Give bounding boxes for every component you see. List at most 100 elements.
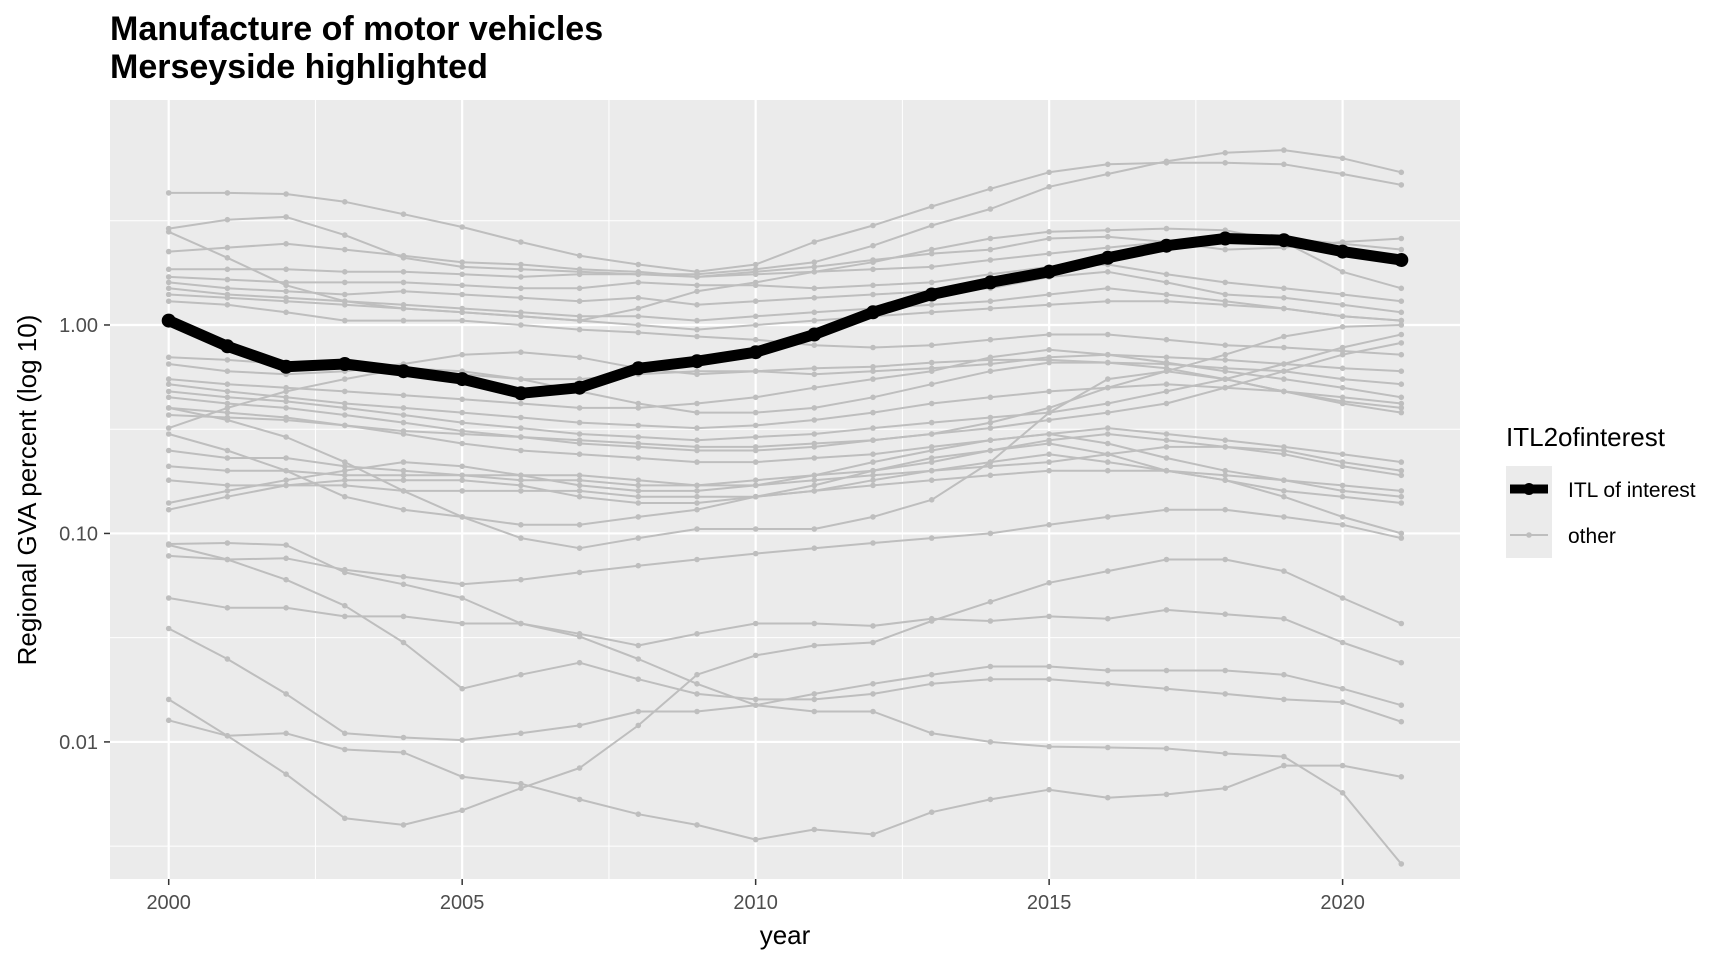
- other-series-line: [168, 508, 1402, 586]
- other-series-point: [928, 359, 935, 366]
- other-series-point: [1222, 279, 1228, 286]
- other-series-point: [165, 500, 172, 506]
- other-series-point: [1222, 437, 1228, 444]
- other-series-point: [987, 419, 994, 426]
- other-series-point: [224, 190, 231, 196]
- other-series-point: [518, 285, 524, 292]
- other-series-point: [1281, 344, 1287, 351]
- other-series-point: [752, 271, 759, 278]
- other-series-point: [576, 488, 583, 494]
- other-series-point: [1105, 440, 1111, 447]
- other-series-point: [576, 313, 583, 320]
- other-series-point: [1339, 394, 1346, 401]
- other-series-point: [928, 400, 935, 407]
- other-series-point: [1163, 444, 1170, 450]
- other-series-point: [283, 241, 289, 247]
- other-series-point: [1105, 568, 1111, 574]
- other-series-point: [1281, 285, 1287, 292]
- y-tick-label: 0.01: [59, 732, 98, 754]
- other-series-point: [165, 298, 172, 305]
- other-series-point: [987, 336, 994, 343]
- other-series-point: [459, 317, 466, 324]
- other-series-point: [870, 459, 876, 465]
- highlight-series-point: [631, 361, 646, 376]
- other-series-point: [518, 295, 524, 301]
- other-series-point: [224, 266, 231, 273]
- other-series-point: [1398, 861, 1405, 867]
- other-series-point: [1105, 451, 1111, 458]
- other-series-point: [459, 264, 466, 270]
- other-series-point: [987, 463, 994, 470]
- other-series-point: [576, 317, 583, 324]
- other-series-point: [1105, 298, 1111, 305]
- other-series-point: [928, 477, 935, 484]
- other-series-point: [811, 295, 818, 301]
- other-series-point: [635, 400, 642, 407]
- other-series-point: [283, 730, 289, 737]
- other-series-point: [1398, 394, 1405, 401]
- other-series-point: [928, 455, 935, 461]
- other-series-point: [752, 298, 759, 305]
- other-series-point: [1222, 150, 1228, 156]
- other-series-point: [224, 400, 231, 407]
- other-series-point: [635, 676, 642, 682]
- other-series-point: [635, 279, 642, 286]
- other-series-point: [1163, 381, 1170, 388]
- other-series-point: [518, 620, 524, 627]
- other-series-line: [168, 324, 1402, 448]
- other-series-point: [1339, 365, 1346, 372]
- other-series-point: [1398, 331, 1405, 338]
- legend-title: ITL2ofinterest: [1506, 422, 1666, 452]
- other-series-point: [1398, 702, 1405, 708]
- other-series-point: [1222, 472, 1228, 479]
- other-series-point: [1281, 762, 1287, 769]
- other-series-point: [576, 354, 583, 361]
- other-series-point: [1163, 685, 1170, 692]
- y-tick-label: 0.10: [59, 523, 98, 545]
- other-series-point: [1398, 620, 1405, 627]
- other-series-point: [1339, 384, 1346, 391]
- other-series-point: [459, 271, 466, 278]
- other-series-point: [694, 822, 700, 828]
- other-series-point: [283, 394, 289, 401]
- other-series-point: [1339, 482, 1346, 489]
- other-series-point: [635, 434, 642, 440]
- other-series-point: [1398, 409, 1405, 416]
- other-series-point: [342, 482, 348, 489]
- other-series-point: [518, 322, 524, 328]
- other-series-point: [459, 259, 466, 266]
- other-series-point: [811, 405, 818, 411]
- other-series-point: [1222, 342, 1228, 349]
- highlight-series-point: [1276, 233, 1291, 248]
- other-series-point: [283, 576, 289, 583]
- highlight-series-point: [161, 313, 176, 328]
- other-series-point: [1398, 351, 1405, 358]
- other-series-point: [1105, 681, 1111, 687]
- other-series-point: [811, 477, 818, 484]
- legend-key-highlight-point: [1523, 483, 1535, 495]
- other-series-point: [1339, 595, 1346, 601]
- other-series-line: [168, 263, 1402, 303]
- other-series-point: [1398, 467, 1405, 474]
- other-series-point: [1163, 400, 1170, 407]
- other-series-point: [752, 459, 759, 465]
- other-series-point: [342, 815, 348, 822]
- other-series-point: [400, 419, 407, 426]
- other-series-point: [1281, 447, 1287, 454]
- other-series-point: [1398, 659, 1405, 666]
- other-series-point: [165, 266, 172, 273]
- legend-key-other-point: [1526, 532, 1532, 538]
- other-series-point: [224, 540, 231, 546]
- other-series-point: [1046, 250, 1052, 257]
- other-series-point: [342, 730, 348, 737]
- other-series-point: [1046, 409, 1052, 416]
- other-series-point: [342, 400, 348, 407]
- other-series-point: [694, 400, 700, 407]
- other-series-point: [752, 313, 759, 320]
- other-series-point: [1046, 417, 1052, 423]
- other-series-point: [811, 264, 818, 270]
- other-series-point: [283, 405, 289, 411]
- other-series-point: [1339, 400, 1346, 407]
- other-series-point: [635, 811, 642, 817]
- other-series-point: [1281, 161, 1287, 168]
